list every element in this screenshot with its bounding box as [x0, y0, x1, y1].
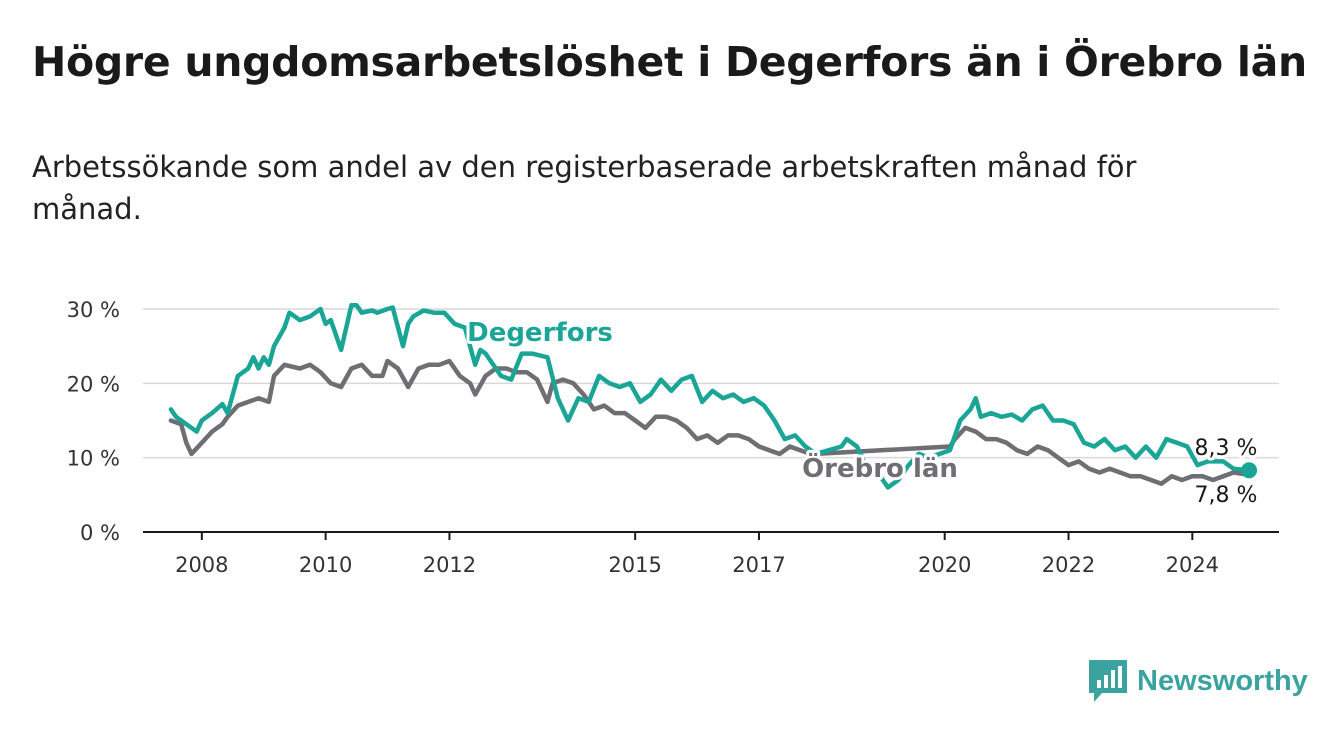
series-lines [168, 303, 1258, 490]
orebro-lan-label: Örebro län [802, 451, 958, 484]
degerfors-line [168, 303, 1252, 490]
orebro-lan-end-value: 7,8 % [1195, 483, 1258, 508]
x-tick-label: 2020 [918, 553, 971, 577]
degerfors-label: Degerfors [467, 318, 613, 348]
y-tick-label: 20 % [67, 372, 120, 396]
x-tick-label: 2015 [608, 553, 661, 577]
chart-subtitle: Arbetssökande som andel av den registerb… [32, 150, 1137, 226]
x-tick-label: 2010 [299, 553, 352, 577]
brand-name: Newsworthy [1137, 664, 1308, 697]
x-tick-label: 2008 [175, 553, 228, 577]
x-tick-label: 2017 [732, 553, 785, 577]
degerfors-label-halo: Degerfors [467, 318, 613, 348]
y-tick-label: 10 % [67, 447, 120, 471]
bar-chart-icon [1089, 660, 1127, 702]
x-tick-label: 2024 [1166, 553, 1219, 577]
degerfors-end-value-halo: 8,3 % [1195, 436, 1258, 461]
orebro-lan-line [168, 358, 1252, 486]
brand-logo: Newsworthy [1089, 660, 1308, 702]
y-tick-labels: 0 % 10 % 20 % 30 % [67, 298, 120, 545]
y-tick-label: 0 % [80, 521, 120, 545]
x-tick-labels: 2008 2010 2012 2015 2017 2020 2022 2024 [175, 532, 1219, 577]
orebro-lan-end-value-halo: 7,8 % [1195, 483, 1258, 508]
degerfors-end-marker [1241, 462, 1258, 479]
chart-title: Högre ungdomsarbetslöshet i Degerfors än… [32, 38, 1307, 86]
gridlines [143, 308, 1279, 533]
x-tick-label: 2022 [1042, 553, 1095, 577]
orebro-lan-label-halo: Örebro län [802, 451, 958, 484]
x-tick-label: 2012 [423, 553, 476, 577]
degerfors-end-value: 8,3 % [1195, 436, 1258, 461]
y-tick-label: 30 % [67, 298, 120, 322]
